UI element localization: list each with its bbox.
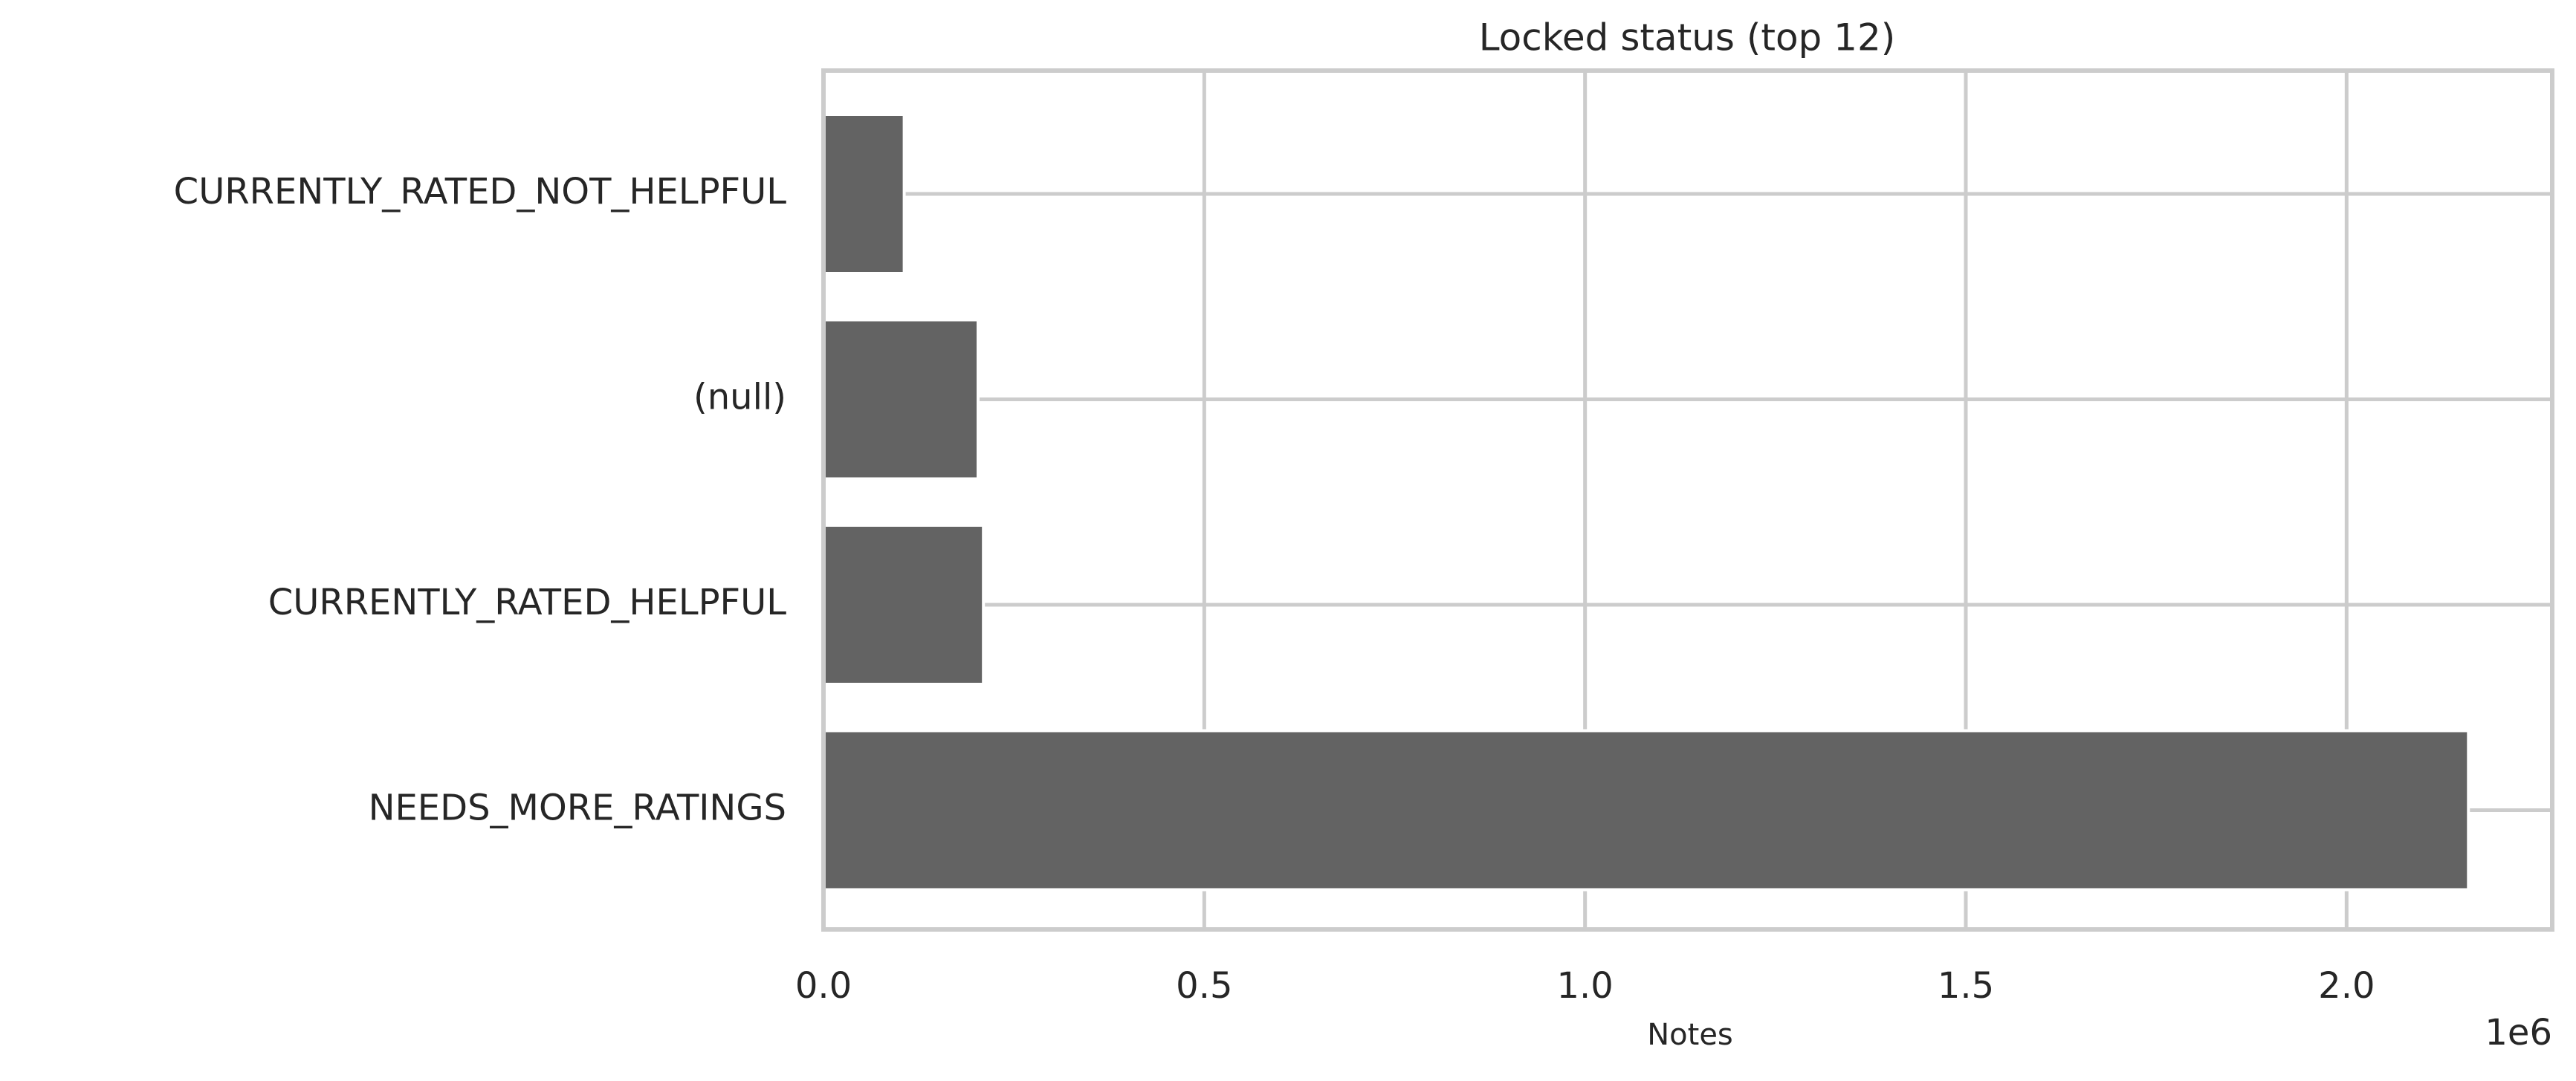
bar	[822, 113, 906, 275]
y-tick-label: (null)	[693, 377, 786, 418]
x-tick-label: 0.5	[1176, 965, 1232, 1007]
bar	[822, 729, 2470, 892]
plot-frame	[821, 68, 2554, 932]
y-tick-label: NEEDS_MORE_RATINGS	[369, 788, 786, 829]
x-axis-label: Notes	[1647, 1018, 1733, 1052]
chart-title: Locked status (top 12)	[1479, 16, 1896, 59]
bar	[822, 318, 980, 481]
x-offset-label: 1e6	[2485, 1012, 2552, 1054]
x-tick-label: 1.0	[1556, 965, 1613, 1007]
x-tick-label: 2.0	[2318, 965, 2375, 1007]
x-tick-label: 0.0	[795, 965, 852, 1007]
y-tick-label: CURRENTLY_RATED_NOT_HELPFUL	[174, 171, 787, 212]
x-tick-label: 1.5	[1938, 965, 1994, 1007]
bar	[822, 524, 986, 686]
y-tick-label: CURRENTLY_RATED_HELPFUL	[268, 582, 787, 623]
